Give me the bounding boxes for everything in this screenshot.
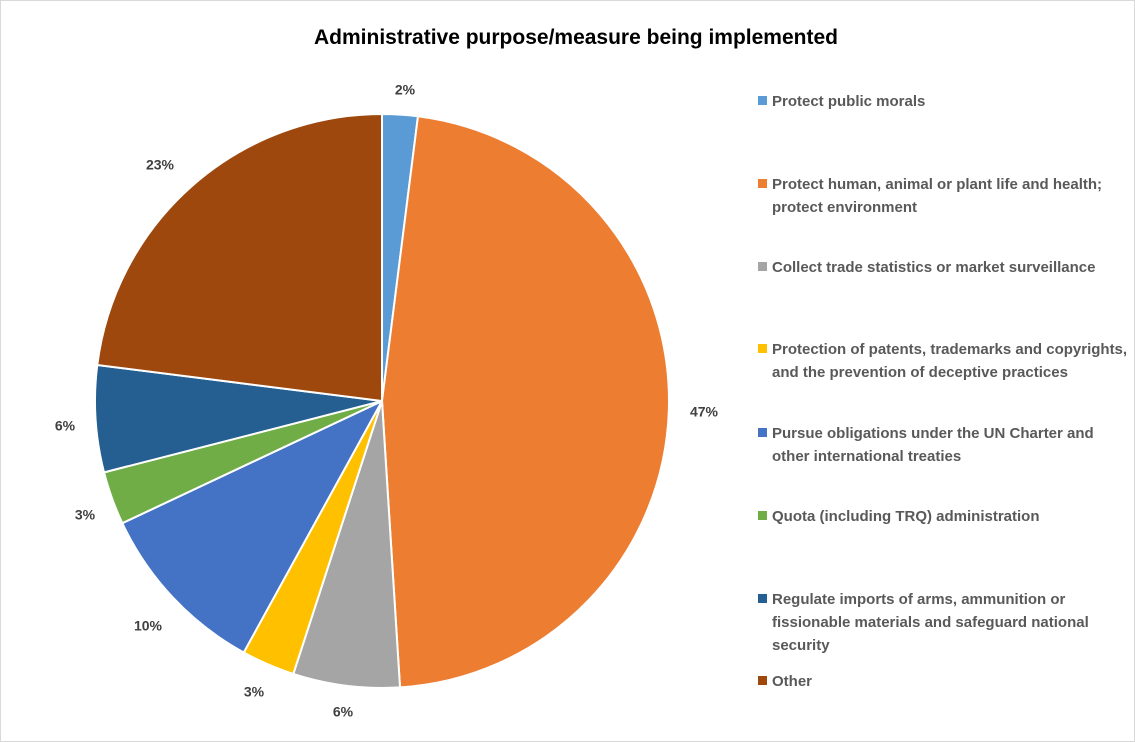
legend-label: Quota (including TRQ) administration — [772, 508, 1040, 525]
legend-item: Protect human, animal or plant life and … — [758, 173, 1128, 219]
pie-slices — [94, 112, 670, 689]
legend-item: Collect trade statistics or market surve… — [758, 256, 1128, 279]
legend-swatch — [758, 344, 767, 353]
legend-swatch — [758, 676, 767, 685]
data-label: 6% — [55, 418, 76, 434]
legend-label: Other — [772, 673, 813, 690]
pie-slice — [381, 115, 670, 689]
legend-label: Pursue obligations under the UN Charter … — [772, 425, 1094, 465]
data-label: 47% — [690, 404, 719, 420]
legend-label: Collect trade statistics or market surve… — [772, 259, 1096, 276]
pie-slice — [121, 400, 383, 654]
legend-swatch — [758, 594, 767, 603]
data-label: 10% — [134, 618, 163, 634]
data-label: 3% — [75, 507, 96, 523]
data-label: 2% — [395, 82, 416, 98]
data-label: 3% — [244, 684, 265, 700]
legend-swatch — [758, 428, 767, 437]
legend-item: Regulate imports of arms, ammunition or … — [758, 588, 1128, 657]
legend-label: Protect public morals — [772, 93, 926, 110]
pie-slice — [96, 113, 383, 402]
legend-label: Protect human, animal or plant life and … — [772, 176, 1103, 216]
legend-item: Protect public morals — [758, 90, 1128, 113]
pie-data-labels: 2% 47% 6% 3% 10% 3% 6% 23% — [55, 82, 719, 720]
legend-item: Other — [758, 670, 1128, 693]
legend-swatch — [758, 96, 767, 105]
chart-title: Administrative purpose/measure being imp… — [314, 26, 838, 49]
legend-label: Protection of patents, trademarks and co… — [772, 341, 1128, 381]
legend-item: Quota (including TRQ) administration — [758, 505, 1128, 528]
legend-item: Pursue obligations under the UN Charter … — [758, 422, 1128, 468]
data-label: 23% — [146, 157, 175, 173]
legend-item: Protection of patents, trademarks and co… — [758, 338, 1128, 384]
legend-swatch — [758, 511, 767, 520]
legend-label: Regulate imports of arms, ammunition or … — [772, 591, 1089, 654]
data-label: 6% — [333, 704, 354, 720]
legend-swatch — [758, 179, 767, 188]
legend-swatch — [758, 262, 767, 271]
